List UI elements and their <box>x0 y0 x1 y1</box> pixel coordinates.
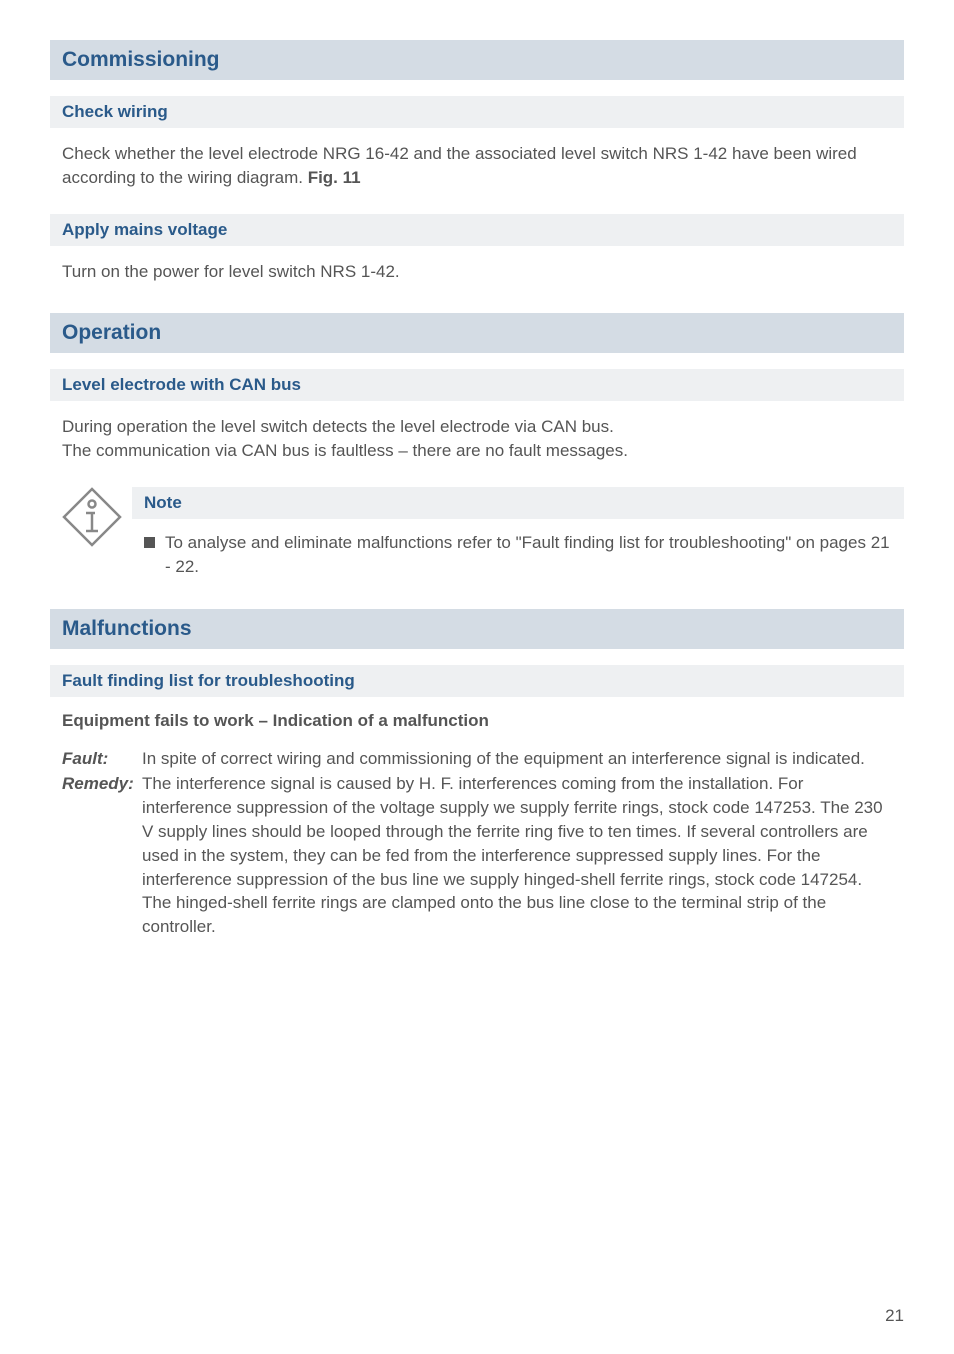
level-electrode-text: During operation the level switch detect… <box>50 415 904 463</box>
malfunctions-title: Malfunctions <box>50 609 904 649</box>
info-icon <box>50 487 132 547</box>
note-bullet-text: To analyse and eliminate malfunctions re… <box>165 531 892 579</box>
remedy-row: Remedy: The interference signal is cause… <box>50 772 904 939</box>
operation-title: Operation <box>50 313 904 353</box>
level-electrode-line2: The communication via CAN bus is faultle… <box>62 441 628 460</box>
note-block: Note To analyse and eliminate malfunctio… <box>50 487 904 579</box>
commissioning-title: Commissioning <box>50 40 904 80</box>
page-number: 21 <box>885 1306 904 1326</box>
fault-label: Fault: <box>62 747 142 771</box>
remedy-text: The interference signal is caused by H. … <box>142 772 892 939</box>
apply-mains-text: Turn on the power for level switch NRS 1… <box>50 260 904 284</box>
note-heading: Note <box>132 487 904 519</box>
note-content: Note To analyse and eliminate malfunctio… <box>132 487 904 579</box>
fault-text: In spite of correct wiring and commissio… <box>142 747 892 771</box>
bullet-icon <box>144 537 155 548</box>
check-wiring-heading: Check wiring <box>50 96 904 128</box>
check-wiring-body: Check whether the level electrode NRG 16… <box>62 144 857 187</box>
fig-ref: Fig. 11 <box>308 168 361 187</box>
level-electrode-heading: Level electrode with CAN bus <box>50 369 904 401</box>
fault-row: Fault: In spite of correct wiring and co… <box>50 747 904 771</box>
equipment-fails-heading: Equipment fails to work – Indication of … <box>50 711 904 731</box>
note-bullet-row: To analyse and eliminate malfunctions re… <box>132 531 904 579</box>
apply-mains-heading: Apply mains voltage <box>50 214 904 246</box>
remedy-label: Remedy: <box>62 772 142 796</box>
level-electrode-line1: During operation the level switch detect… <box>62 417 614 436</box>
check-wiring-text: Check whether the level electrode NRG 16… <box>50 142 904 190</box>
fault-finding-heading: Fault finding list for troubleshooting <box>50 665 904 697</box>
